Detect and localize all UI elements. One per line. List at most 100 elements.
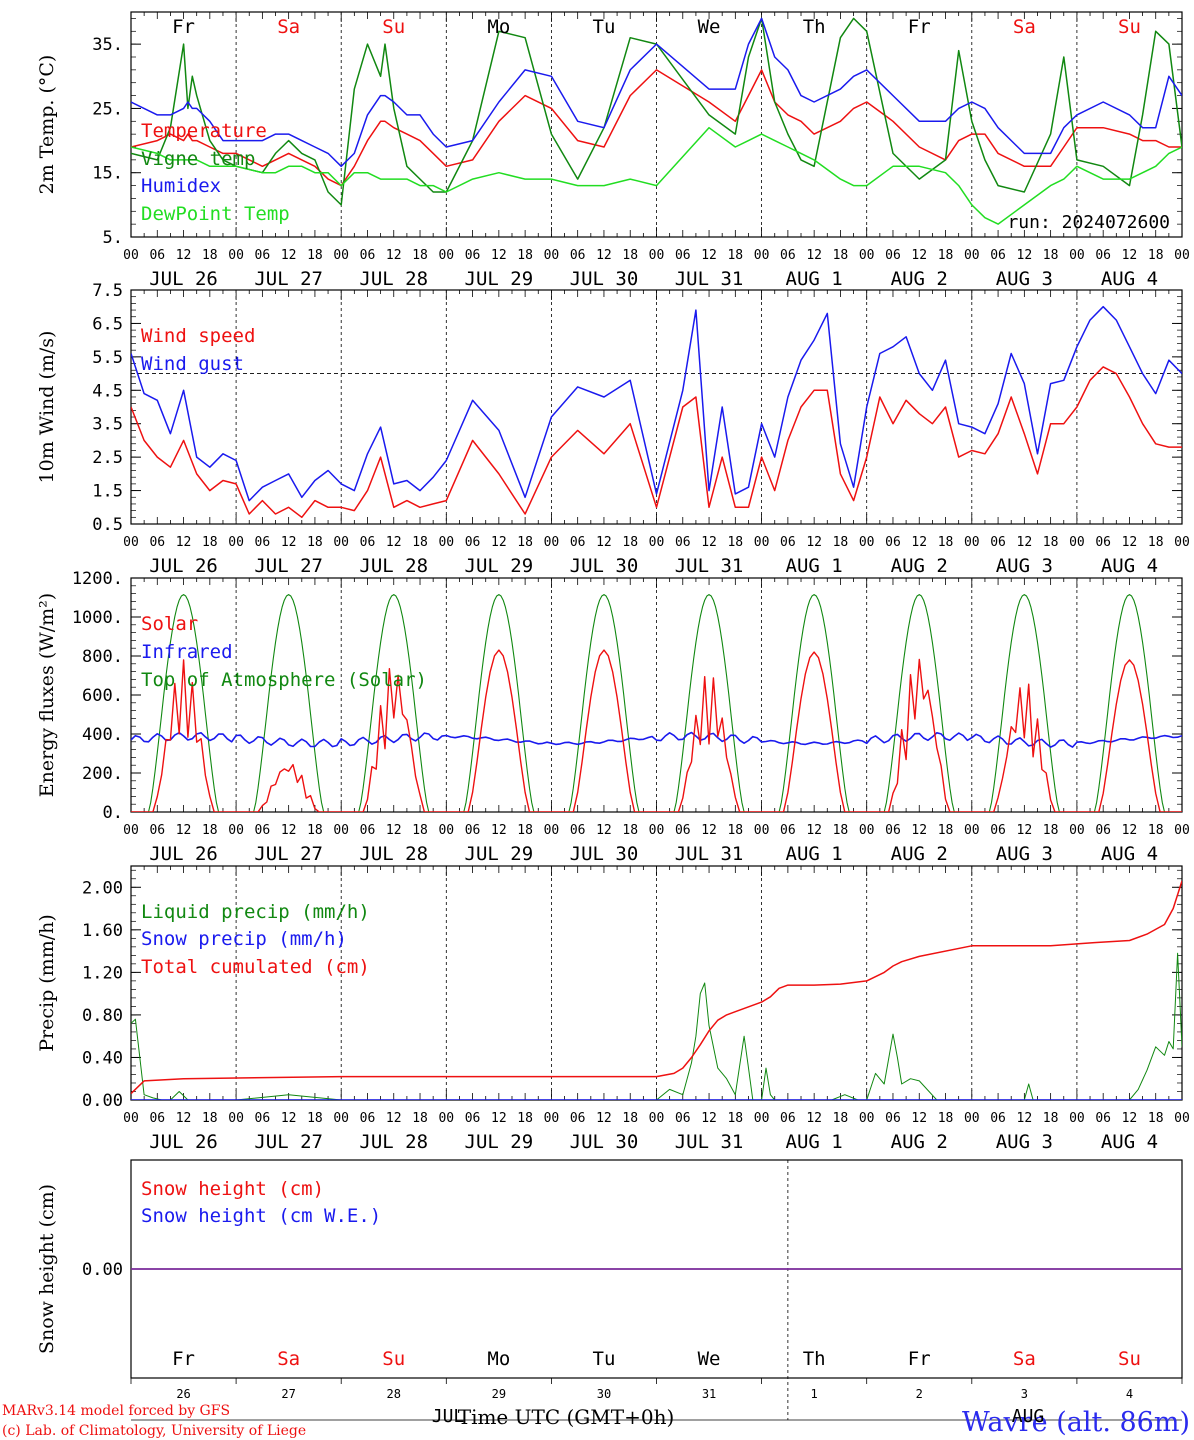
hour-tick-label: 00	[754, 823, 770, 838]
hour-tick-label: 06	[149, 1111, 165, 1126]
y-tick-label: 5.	[103, 228, 123, 248]
toa-solar-line	[131, 594, 1182, 812]
hour-tick-label: 12	[701, 535, 717, 550]
date-label: JUL 26	[149, 555, 218, 577]
date-label: AUG 1	[786, 555, 843, 577]
hour-tick-label: 18	[412, 535, 428, 550]
hour-tick-label: 00	[333, 248, 349, 263]
hour-tick-label: 06	[465, 1111, 481, 1126]
date-label: AUG 2	[891, 1131, 948, 1153]
hour-tick-label: 06	[1095, 248, 1111, 263]
x-axis-title: Time UTC (GMT+0h)	[458, 1405, 675, 1429]
hour-tick-label: 18	[727, 248, 743, 263]
bottom-month-left: JUL	[432, 1406, 465, 1427]
temperature-line	[131, 69, 1182, 187]
hour-tick-label: 12	[491, 1111, 507, 1126]
y-axis-title: 2m Temp. (°C)	[36, 55, 58, 195]
legend-entry: DewPoint Temp	[141, 203, 290, 225]
hour-tick-label: 12	[1122, 535, 1138, 550]
date-label: AUG 4	[1101, 555, 1158, 577]
hour-tick-label: 06	[990, 535, 1006, 550]
hour-tick-label: 00	[1174, 1111, 1190, 1126]
date-label: AUG 3	[996, 1131, 1053, 1153]
hour-tick-label: 12	[701, 248, 717, 263]
wind-speed-line	[131, 366, 1182, 519]
hour-tick-label: 06	[885, 823, 901, 838]
hour-tick-label: 18	[412, 1111, 428, 1126]
hour-tick-label: 18	[1148, 248, 1164, 263]
day-number-label: 1	[811, 1387, 818, 1401]
date-label: JUL 26	[149, 1131, 218, 1153]
day-number-label: 27	[281, 1387, 295, 1401]
hour-tick-label: 12	[806, 823, 822, 838]
hour-tick-label: 18	[727, 535, 743, 550]
hour-tick-label: 12	[386, 535, 402, 550]
hour-tick-label: 18	[517, 535, 533, 550]
hour-tick-label: 00	[754, 535, 770, 550]
vigne-temp-line	[131, 17, 1182, 206]
legend-entry: Total cumulated (cm)	[141, 956, 370, 978]
hour-tick-label: 00	[228, 1111, 244, 1126]
hour-tick-label: 00	[438, 1111, 454, 1126]
hour-tick-label: 18	[938, 248, 954, 263]
hour-tick-label: 06	[465, 823, 481, 838]
date-label: JUL 29	[465, 555, 534, 577]
hour-tick-label: 00	[1069, 1111, 1085, 1126]
date-label: AUG 1	[786, 843, 843, 865]
hour-tick-label: 12	[386, 248, 402, 263]
hour-tick-label: 12	[806, 248, 822, 263]
hour-tick-label: 12	[911, 535, 927, 550]
date-label: JUL 31	[675, 843, 744, 865]
hour-tick-label: 18	[517, 823, 533, 838]
y-tick-label: 25.	[92, 99, 123, 119]
hour-tick-label: 18	[1043, 535, 1059, 550]
hour-tick-label: 00	[123, 535, 139, 550]
hour-tick-label: 18	[307, 535, 323, 550]
day-number-label: 2	[916, 1387, 923, 1401]
hour-tick-label: 06	[990, 248, 1006, 263]
hour-tick-label: 06	[360, 535, 376, 550]
hour-tick-label: 06	[360, 1111, 376, 1126]
hour-tick-label: 12	[386, 1111, 402, 1126]
hour-tick-label: 00	[859, 1111, 875, 1126]
hour-tick-label: 00	[964, 823, 980, 838]
date-label: AUG 4	[1101, 1131, 1158, 1153]
hour-tick-label: 06	[360, 823, 376, 838]
y-axis-title: Energy fluxes (W/m²)	[36, 593, 58, 797]
hour-tick-label: 12	[1122, 1111, 1138, 1126]
hour-tick-label: 00	[964, 248, 980, 263]
hour-tick-label: 00	[123, 1111, 139, 1126]
date-label: JUL 29	[465, 268, 534, 290]
hour-tick-label: 12	[911, 248, 927, 263]
date-label: JUL 28	[359, 268, 428, 290]
hour-tick-label: 06	[780, 823, 796, 838]
date-label: JUL 31	[675, 268, 744, 290]
hour-tick-label: 00	[544, 823, 560, 838]
day-number-label: 31	[702, 1387, 716, 1401]
hour-tick-label: 12	[701, 823, 717, 838]
day-number-label: 28	[387, 1387, 401, 1401]
day-name-label: Tu	[593, 1348, 616, 1370]
hour-tick-label: 00	[228, 535, 244, 550]
date-label: JUL 26	[149, 268, 218, 290]
hour-tick-label: 12	[176, 1111, 192, 1126]
hour-tick-label: 00	[859, 535, 875, 550]
day-name-label: Fr	[908, 16, 931, 38]
hour-tick-label: 06	[675, 823, 691, 838]
date-label: AUG 2	[891, 555, 948, 577]
precip-panel: 00 06 12 18 00 06 12 18 00 06 12 18 00 06 12 18 00 06 12 18…	[36, 865, 1190, 1153]
hour-tick-label: 00	[228, 823, 244, 838]
hour-tick-label: 06	[885, 535, 901, 550]
bottom-month-right: AUG	[1012, 1406, 1045, 1427]
legend-entry: Vigne temp	[141, 148, 255, 170]
date-label: JUL 29	[465, 843, 534, 865]
hour-tick-label: 06	[149, 248, 165, 263]
hour-tick-label: 00	[1069, 535, 1085, 550]
day-name-label: Mo	[487, 16, 510, 38]
hour-tick-label: 00	[123, 248, 139, 263]
date-label: AUG 3	[996, 555, 1053, 577]
y-tick-label: 2.5	[92, 448, 123, 468]
hour-tick-label: 06	[465, 535, 481, 550]
y-tick-label: 2.00	[82, 878, 123, 898]
